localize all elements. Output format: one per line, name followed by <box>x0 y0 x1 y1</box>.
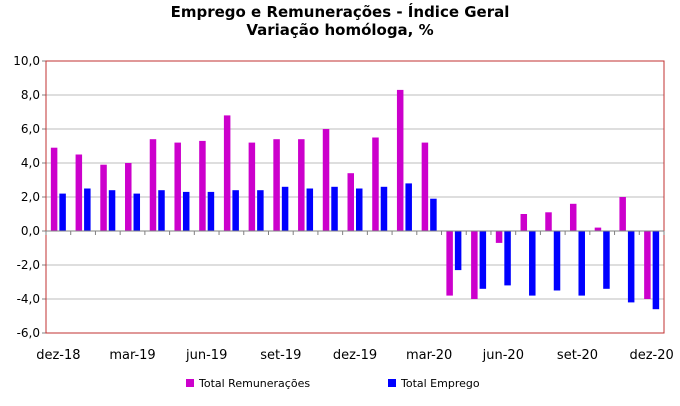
bar-remuneracoes <box>248 142 256 231</box>
x-tick-label: set-19 <box>260 348 301 363</box>
y-tick-label: -2,0 <box>17 258 40 272</box>
y-tick-label: 2,0 <box>21 190 40 204</box>
x-tick-label: mar-20 <box>406 348 452 363</box>
x-tick-label: jun-20 <box>482 348 524 363</box>
bar-remuneracoes <box>421 142 429 231</box>
bar-emprego <box>380 186 388 231</box>
bar-emprego <box>182 191 190 231</box>
bar-emprego <box>207 191 215 231</box>
bar-remuneracoes <box>446 231 453 296</box>
bar-remuneracoes <box>594 227 602 231</box>
bar-emprego <box>454 231 462 271</box>
x-tick-label: dez-20 <box>629 348 673 363</box>
bar-emprego <box>578 231 585 296</box>
bar-remuneracoes <box>372 137 379 231</box>
bar-emprego <box>479 231 487 289</box>
bar-emprego <box>652 231 660 310</box>
bar-remuneracoes <box>545 212 552 231</box>
bar-remuneracoes <box>50 147 58 231</box>
bar-remuneracoes <box>174 142 181 231</box>
bar-remuneracoes <box>125 163 132 231</box>
y-tick-label: -6,0 <box>17 326 40 340</box>
bar-remuneracoes <box>495 231 503 243</box>
bar-emprego <box>133 193 141 231</box>
bar-remuneracoes <box>75 154 83 231</box>
bar-emprego <box>430 198 437 231</box>
bar-remuneracoes <box>199 140 206 231</box>
bar-remuneracoes <box>322 129 330 231</box>
bar-emprego <box>553 231 561 291</box>
bar-emprego <box>232 190 239 231</box>
bar-remuneracoes <box>619 197 626 231</box>
y-tick-label: -4,0 <box>17 292 40 306</box>
bar-emprego <box>281 186 289 231</box>
bar-remuneracoes <box>569 203 577 231</box>
x-tick-label: dez-18 <box>36 348 80 363</box>
bar-emprego <box>504 231 511 286</box>
bar-emprego <box>529 231 536 296</box>
bar-remuneracoes <box>347 173 354 231</box>
bar-remuneracoes <box>396 89 404 232</box>
bar-emprego <box>405 183 412 231</box>
chart-title: Emprego e Remunerações - Índice Geral <box>170 3 510 21</box>
bar-remuneracoes <box>100 164 107 231</box>
legend-swatch <box>388 379 396 387</box>
bar-emprego <box>158 190 165 231</box>
y-tick-label: 6,0 <box>21 122 40 136</box>
y-tick-label: 0,0 <box>21 224 40 238</box>
bar-remuneracoes <box>520 214 528 231</box>
bar-emprego <box>306 188 314 231</box>
legend-label: Total Remunerações <box>198 377 310 390</box>
bar-emprego <box>108 190 116 231</box>
bar-emprego <box>331 186 338 231</box>
bar-emprego <box>603 231 610 289</box>
legend-label: Total Emprego <box>400 377 480 390</box>
bar-remuneracoes <box>273 139 280 231</box>
bar-remuneracoes <box>223 115 231 231</box>
bar-emprego <box>59 193 66 231</box>
y-tick-label: 10,0 <box>13 54 40 68</box>
plot-border <box>45 60 665 334</box>
bar-emprego <box>356 188 363 231</box>
bar-remuneracoes <box>298 139 305 231</box>
y-tick-label: 8,0 <box>21 88 40 102</box>
legend-swatch <box>186 379 194 387</box>
x-tick-label: jun-19 <box>185 348 227 363</box>
bar-emprego <box>257 190 264 231</box>
y-tick-label: 4,0 <box>21 156 40 170</box>
x-tick-label: mar-19 <box>109 348 155 363</box>
bar-remuneracoes <box>644 231 651 299</box>
chart-subtitle: Variação homóloga, % <box>246 21 434 39</box>
bar-remuneracoes <box>471 231 478 299</box>
x-tick-label: set-20 <box>557 348 598 363</box>
bar-emprego <box>627 231 635 303</box>
bar-emprego <box>84 188 91 231</box>
bar-remuneracoes <box>149 139 157 231</box>
x-tick-label: dez-19 <box>333 348 377 363</box>
